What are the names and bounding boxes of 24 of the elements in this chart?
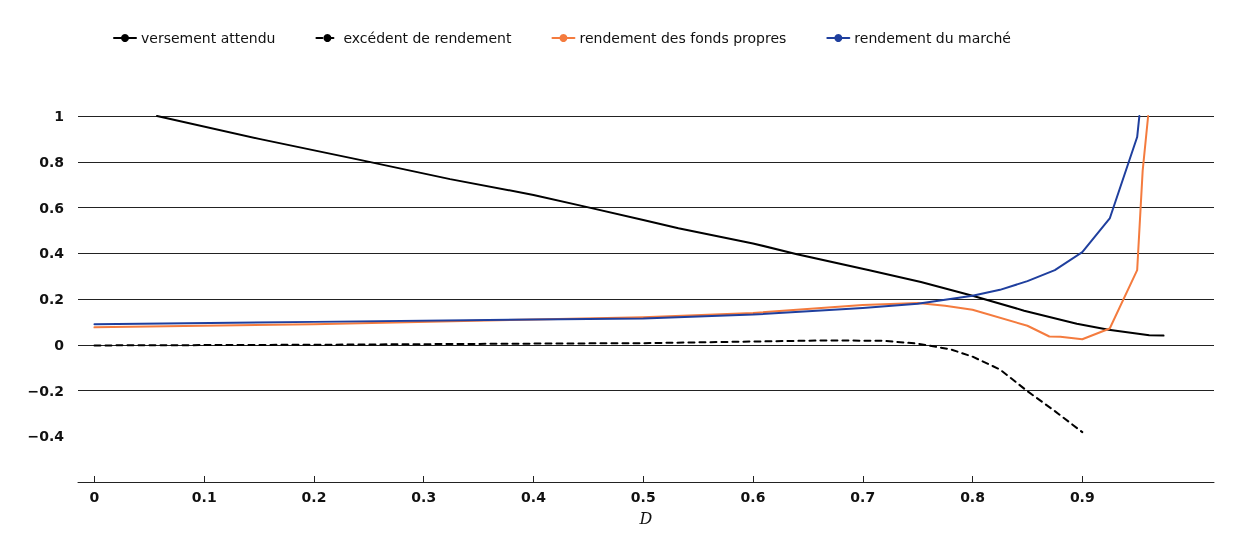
x-tick-label: 0.4 bbox=[521, 489, 547, 505]
y-tick-label: −0.2 bbox=[27, 382, 64, 399]
legend-label: rendement des fonds propres bbox=[579, 30, 787, 46]
x-tick-label: 0.6 bbox=[740, 489, 766, 505]
x-tick-label: 0.7 bbox=[850, 489, 876, 505]
x-tick-label: 0 bbox=[89, 489, 100, 505]
x-tick-label: 0.3 bbox=[411, 489, 437, 505]
y-tick-label: 0.6 bbox=[39, 199, 64, 216]
legend-label: rendement du marché bbox=[854, 30, 1011, 46]
y-tick-label: −0.4 bbox=[27, 428, 65, 445]
x-tick-label: 0.1 bbox=[191, 489, 217, 505]
line-series bbox=[93, 339, 1084, 434]
x-tick-label: 0.5 bbox=[630, 489, 656, 505]
y-tick-label: 0 bbox=[54, 336, 65, 353]
y-tick-label: 0.4 bbox=[39, 245, 65, 262]
x-tick-label: 0.2 bbox=[301, 489, 327, 505]
y-tick-label: 0.2 bbox=[39, 291, 64, 307]
y-tick-label: 0.8 bbox=[39, 153, 64, 170]
x-tick-label: 0.8 bbox=[960, 489, 985, 505]
y-tick-label: 1 bbox=[54, 108, 64, 124]
x-tick-label: 0.9 bbox=[1069, 489, 1095, 505]
legend-label: excédent de rendement bbox=[343, 30, 512, 46]
x-axis-title: D bbox=[638, 508, 653, 528]
legend-label: versement attendu bbox=[141, 30, 276, 46]
